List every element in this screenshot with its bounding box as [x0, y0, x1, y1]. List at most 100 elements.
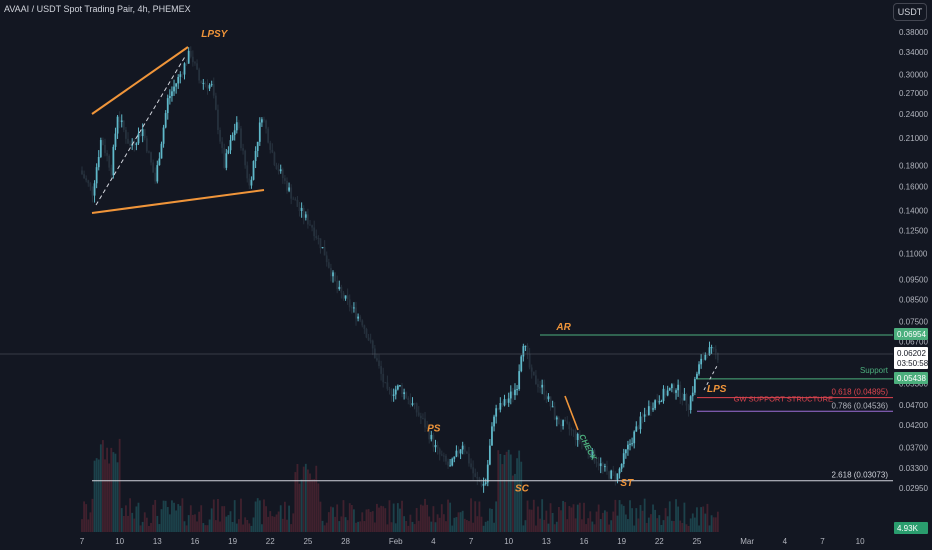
candle-body [248, 178, 251, 186]
currency-selector-button[interactable]: USDT [893, 3, 927, 21]
candle-body [606, 466, 608, 472]
volume-bar [480, 516, 483, 532]
volume-bar [499, 453, 502, 532]
volume-bar [83, 501, 85, 532]
volume-bar [206, 525, 209, 532]
candle-body [392, 394, 395, 396]
candle-body [685, 393, 688, 406]
volume-bar [95, 458, 98, 532]
volume-bar [332, 507, 334, 532]
volume-bar [237, 519, 240, 532]
candle-body [645, 414, 648, 416]
gw-support-label: GW SUPPORT STRUCTURE [734, 395, 833, 404]
candle-body [390, 389, 393, 396]
candle-body [518, 371, 521, 390]
volume-bar [240, 498, 242, 532]
drawings [0, 46, 893, 482]
volume-bar [118, 438, 121, 532]
candle-body [409, 400, 412, 405]
current-price-tag-bg [894, 347, 928, 369]
current-price-tag-text-1: 03:50:58 [897, 359, 929, 368]
volume-bar [687, 525, 690, 532]
volume-bar [537, 506, 539, 532]
volume-bar [112, 452, 115, 532]
volume-bar [534, 525, 537, 532]
volume-bar [449, 502, 452, 532]
volume-bar [486, 520, 489, 532]
candle-body [553, 406, 556, 420]
candle-body [428, 427, 431, 440]
candle-body [83, 174, 85, 179]
candle-body [246, 165, 249, 179]
volume-bar [501, 464, 504, 532]
y-tick-label-19: 0.03700 [899, 444, 928, 453]
candle-body [524, 345, 527, 347]
candle-body [401, 385, 403, 395]
candle-body [612, 470, 615, 473]
candle-body [300, 208, 303, 212]
volume-bar [606, 511, 608, 532]
volume-bar [114, 453, 117, 532]
candle-body [344, 295, 347, 299]
candle-body [576, 434, 579, 441]
volume-bar [505, 451, 508, 532]
candle-body [338, 286, 341, 290]
volume-bar [325, 522, 328, 532]
volume-bar [135, 506, 138, 532]
volume-bar [633, 525, 636, 532]
candle-body [650, 406, 652, 410]
candle-body [453, 456, 456, 459]
candle-body [177, 76, 180, 84]
volume-bar [689, 518, 692, 532]
candle-body [714, 348, 717, 353]
volume-bar [292, 513, 295, 532]
time-axis[interactable]: 7 10 13 16 19 22 25 28 Feb 4 7 10 13 16 19 22 25 Mar 4 7 10 [80, 537, 865, 546]
y-tick-label-20: 0.03300 [899, 464, 928, 473]
volume-bar [495, 501, 498, 532]
volume-bar [656, 518, 659, 532]
candle-body [624, 449, 627, 454]
y-tick-label-14: 0.06700 [899, 338, 928, 347]
volume-bar [409, 514, 412, 532]
candle-body [484, 482, 487, 484]
volume-bar [551, 512, 554, 532]
volume-bar [507, 449, 510, 532]
volume-bar [503, 454, 506, 532]
y-tick-label-10: 0.11000 [899, 249, 928, 258]
y-tick-label-2: 0.30000 [899, 70, 928, 79]
x-tick-label-3: 16 [190, 537, 199, 546]
candle-body [683, 393, 686, 401]
candle-body [534, 375, 537, 385]
candle-body [673, 384, 675, 393]
candle-body [277, 169, 280, 172]
candle-body [405, 392, 408, 399]
candle-body [371, 340, 374, 349]
y-tick-label-21: 0.02950 [899, 484, 928, 493]
volume-bar [304, 463, 307, 532]
candle-body [591, 450, 594, 458]
candle-body [700, 358, 703, 365]
volume-bar [698, 525, 700, 532]
volume-bar [618, 500, 621, 532]
price-axis[interactable]: 0.38000 0.34000 0.30000 0.27000 0.24000 0.210… [899, 28, 928, 493]
candle-body [447, 461, 449, 466]
volume-bar [616, 515, 619, 532]
volume-bar [426, 504, 429, 532]
volume-bar [271, 516, 274, 532]
volume-bar [342, 500, 345, 532]
candle-body [465, 451, 468, 454]
volume-bar [399, 508, 401, 532]
volume-bar [532, 499, 535, 532]
volume-bar [353, 509, 355, 532]
candle-body [204, 82, 207, 85]
candle-body [112, 146, 115, 176]
candle-body [260, 119, 263, 123]
volume-bar [702, 506, 705, 532]
candle-body [275, 165, 278, 170]
candle-body [125, 129, 127, 139]
candle-body [242, 148, 244, 151]
volume-bar [373, 522, 376, 532]
candle-body [342, 292, 345, 299]
fib-786-label: 0.786 (0.04536) [832, 401, 889, 410]
